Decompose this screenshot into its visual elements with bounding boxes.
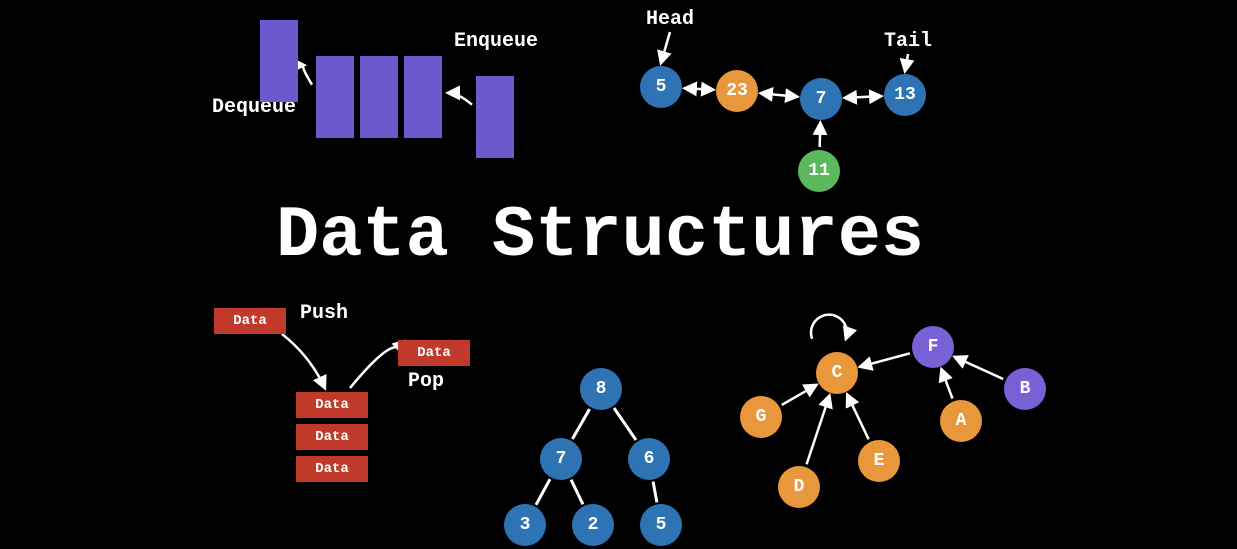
tree-node-3: 3: [504, 504, 546, 546]
linkedlist-node-5: 5: [640, 66, 682, 108]
queue-out-block: [260, 20, 298, 102]
graph-node-D: D: [778, 466, 820, 508]
stack-pop-label: Pop: [408, 370, 444, 393]
queue-block-2: [404, 56, 442, 138]
graph-node-A: A: [940, 400, 982, 442]
linkedlist-node-7: 7: [800, 78, 842, 120]
stack-pill-1: Data: [296, 424, 368, 450]
tree-node-8: 8: [580, 368, 622, 410]
tree-node-2: 2: [572, 504, 614, 546]
queue-in-block: [476, 76, 514, 158]
stack-pill-0: Data: [296, 392, 368, 418]
linkedlist-node-11: 11: [798, 150, 840, 192]
graph-node-E: E: [858, 440, 900, 482]
queue-block-1: [360, 56, 398, 138]
linkedlist-node-23: 23: [716, 70, 758, 112]
diagram-canvas: Data Structures DequeueEnqueue52371311He…: [0, 0, 1237, 549]
stack-out-pill: Data: [398, 340, 470, 366]
stack-pill-2: Data: [296, 456, 368, 482]
tree-node-7: 7: [540, 438, 582, 480]
tree-node-6: 6: [628, 438, 670, 480]
stack-push-label: Push: [300, 302, 348, 325]
queue-enqueue-label: Enqueue: [454, 30, 538, 53]
graph-node-B: B: [1004, 368, 1046, 410]
tree-node-5: 5: [640, 504, 682, 546]
linkedlist-head-label: Head: [646, 8, 694, 31]
graph-node-C: C: [816, 352, 858, 394]
linkedlist-tail-label: Tail: [884, 30, 932, 53]
queue-block-0: [316, 56, 354, 138]
graph-node-G: G: [740, 396, 782, 438]
linkedlist-node-13: 13: [884, 74, 926, 116]
stack-in-pill: Data: [214, 308, 286, 334]
page-title: Data Structures: [276, 195, 924, 277]
graph-node-F: F: [912, 326, 954, 368]
